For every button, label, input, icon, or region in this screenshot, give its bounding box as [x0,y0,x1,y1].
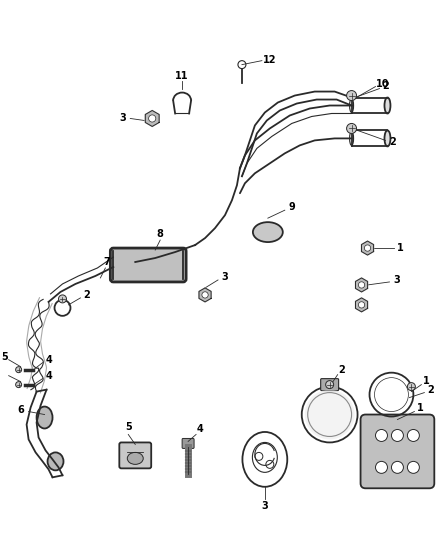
Polygon shape [145,110,159,126]
Polygon shape [356,298,367,312]
Circle shape [326,381,334,389]
Circle shape [346,91,357,101]
Text: 3: 3 [261,501,268,511]
Text: 1: 1 [417,402,424,413]
Ellipse shape [385,131,390,147]
Circle shape [407,430,419,441]
Circle shape [407,462,419,473]
Circle shape [358,302,365,308]
Text: 5: 5 [1,352,8,362]
Text: 7: 7 [103,257,110,267]
Text: 6: 6 [17,405,24,415]
Text: 3: 3 [119,114,126,124]
Polygon shape [199,288,211,302]
Text: 5: 5 [125,423,132,432]
Text: 3: 3 [393,275,400,285]
Text: 8: 8 [157,229,164,239]
Text: 4: 4 [45,370,52,381]
Circle shape [375,462,388,473]
Circle shape [392,462,403,473]
Circle shape [407,383,415,391]
Circle shape [202,292,208,298]
Text: 1: 1 [423,376,430,386]
Ellipse shape [385,98,390,114]
Circle shape [16,382,21,387]
Ellipse shape [48,453,64,470]
Circle shape [375,430,388,441]
Text: 4: 4 [197,424,203,434]
Text: 2: 2 [382,80,389,91]
Text: 2: 2 [338,365,345,375]
Ellipse shape [350,99,353,112]
Text: 2: 2 [83,290,90,300]
Circle shape [59,295,67,303]
Ellipse shape [350,132,353,146]
Ellipse shape [253,222,283,242]
Text: 2: 2 [389,138,396,148]
Circle shape [364,245,371,251]
Circle shape [392,430,403,441]
Polygon shape [361,241,374,255]
FancyBboxPatch shape [182,439,194,448]
Circle shape [16,367,21,373]
Circle shape [305,390,355,439]
Ellipse shape [37,407,53,429]
Text: 3: 3 [222,272,228,282]
Text: 10: 10 [376,78,389,88]
Text: 9: 9 [288,202,295,212]
FancyBboxPatch shape [110,248,186,282]
FancyBboxPatch shape [360,415,434,488]
Text: 11: 11 [175,70,189,80]
Polygon shape [356,278,367,292]
Text: 12: 12 [263,55,276,64]
Ellipse shape [127,453,143,464]
Text: 1: 1 [397,243,404,253]
Text: 4: 4 [45,354,52,365]
FancyBboxPatch shape [119,442,151,469]
Text: 2: 2 [427,385,434,394]
FancyBboxPatch shape [321,378,339,391]
Circle shape [358,282,365,288]
Circle shape [346,124,357,133]
Circle shape [148,115,156,122]
